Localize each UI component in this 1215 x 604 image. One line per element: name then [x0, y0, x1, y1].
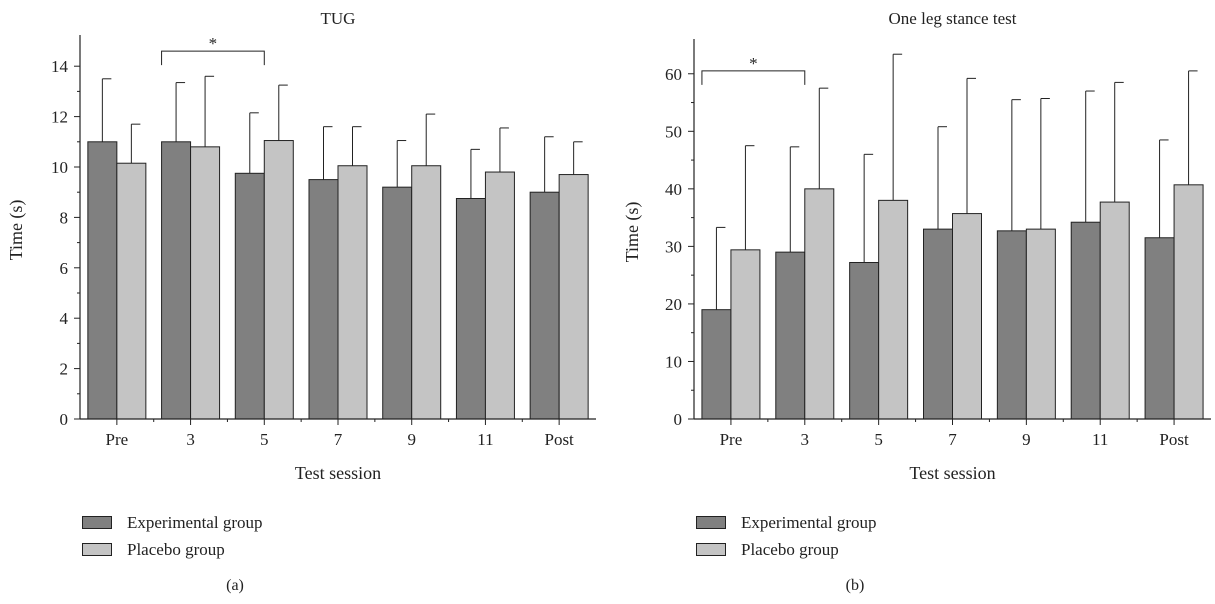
legend-label-experimental: Experimental group	[741, 513, 877, 532]
bar-placebo	[1099, 201, 1130, 420]
x-axis-label: Test session	[909, 463, 995, 483]
x-tick-label: Pre	[106, 430, 129, 449]
y-axis-label: Time (s)	[622, 202, 643, 263]
bar-placebo	[878, 199, 909, 420]
legend-label-placebo: Placebo group	[741, 540, 839, 559]
bar-experimental	[775, 251, 806, 420]
bar-experimental	[382, 186, 413, 420]
bar-placebo	[1173, 184, 1204, 420]
tug-panel: TUG Pre 3 5 7 9 11 Post 0 2 4 6 8 10 12 14 Test session T…	[6, 9, 596, 594]
y-tick-label: 6	[60, 259, 69, 278]
x-tick-label: 11	[1092, 430, 1108, 449]
panel-label-b: (b)	[845, 577, 865, 594]
significance-bracket	[161, 50, 265, 66]
y-tick-label: 4	[60, 309, 69, 328]
x-tick-label: 7	[948, 430, 957, 449]
bar-experimental	[529, 191, 560, 420]
y-tick-label: 8	[60, 208, 69, 227]
x-tick-label: Pre	[720, 430, 743, 449]
bar-placebo	[337, 165, 368, 420]
x-tick-label: 9	[1022, 430, 1031, 449]
experimental-swatch	[696, 516, 726, 529]
bar-experimental	[849, 261, 880, 420]
x-tick-label: Post	[544, 430, 574, 449]
bar-placebo	[484, 171, 515, 420]
y-tick-label: 2	[60, 360, 69, 379]
legend-label-placebo: Placebo group	[127, 540, 225, 559]
experimental-swatch	[82, 516, 112, 529]
y-tick-label: 10	[51, 158, 68, 177]
bar-experimental	[455, 198, 486, 420]
y-tick-label: 30	[665, 237, 682, 256]
bar-experimental	[996, 230, 1027, 420]
x-tick-label: 7	[334, 430, 343, 449]
significance-star: *	[209, 34, 218, 53]
bar-placebo	[190, 146, 221, 420]
x-axis-label: Test session	[295, 463, 381, 483]
bar-placebo	[558, 174, 589, 420]
bar-experimental	[1144, 237, 1175, 420]
bar-experimental	[1070, 221, 1101, 420]
one-leg-stance-panel: One leg stance test Pre 3 5 7 9 11 Post 0 10 20 30 4…	[608, 0, 1215, 604]
x-tick-label: 3	[801, 430, 810, 449]
bar-placebo	[730, 249, 761, 420]
legend-label-experimental: Experimental group	[127, 513, 263, 532]
x-tick-label: 5	[874, 430, 883, 449]
bar-experimental	[308, 179, 339, 420]
bar-experimental	[161, 141, 192, 420]
bar-placebo	[411, 165, 442, 420]
y-tick-label: 14	[51, 57, 69, 76]
significance-bracket	[701, 70, 806, 85]
placebo-swatch	[82, 543, 112, 556]
x-tick-label: 11	[477, 430, 493, 449]
x-tick-label: 5	[260, 430, 269, 449]
bar-placebo	[116, 162, 147, 420]
y-tick-label: 10	[665, 352, 682, 371]
y-axis-label: Time (s)	[6, 200, 27, 261]
x-tick-label: 3	[186, 430, 195, 449]
chart-title: TUG	[321, 9, 356, 28]
bar-placebo	[952, 213, 982, 420]
placebo-swatch	[696, 543, 726, 556]
bar-placebo	[804, 188, 835, 420]
y-tick-label: 50	[665, 122, 682, 141]
bar-experimental	[923, 228, 953, 420]
bar-experimental	[701, 309, 732, 420]
chart-title: One leg stance test	[889, 9, 1017, 28]
y-tick-label: 0	[60, 410, 69, 429]
panel-label-a: (a)	[226, 577, 244, 594]
y-tick-label: 20	[665, 295, 682, 314]
bar-placebo	[1025, 228, 1056, 420]
bar-placebo	[263, 140, 294, 420]
x-tick-label: Post	[1159, 430, 1189, 449]
one-leg-stance-chart: One leg stance test Pre 3 5 7 9 11 Post 0 10 20 30 4…	[622, 9, 1211, 483]
significance-star: *	[749, 54, 758, 73]
bar-experimental	[234, 172, 265, 420]
y-tick-label: 12	[51, 108, 68, 127]
y-tick-label: 40	[665, 180, 682, 199]
bar-experimental	[87, 141, 118, 420]
y-tick-label: 0	[674, 410, 683, 429]
y-tick-label: 60	[665, 65, 682, 84]
tug-chart: TUG Pre 3 5 7 9 11 Post 0 2 4 6 8 10 12 14 Test session T…	[6, 9, 596, 483]
x-tick-label: 9	[407, 430, 416, 449]
